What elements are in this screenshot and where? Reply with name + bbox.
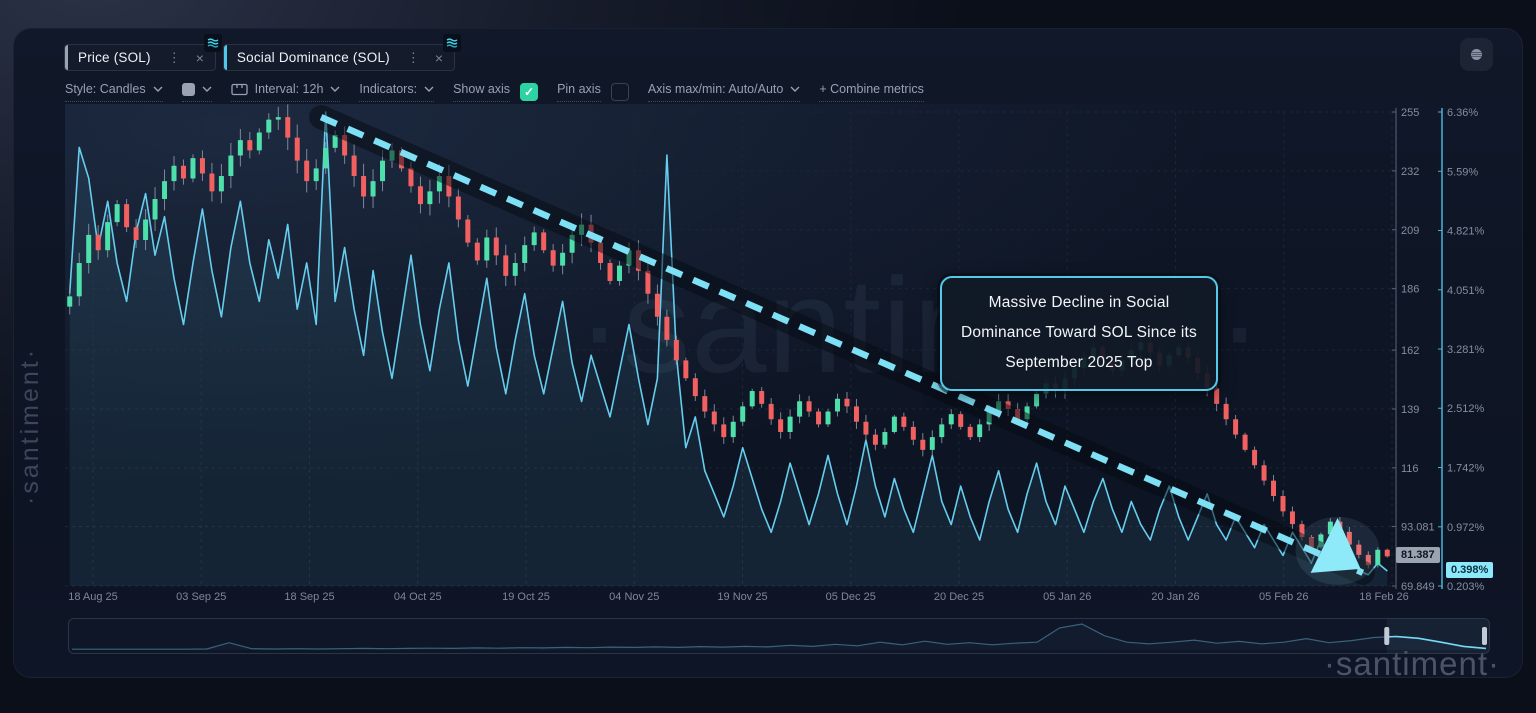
percent-axis-tick: 0.203%	[1447, 581, 1485, 593]
style-selector[interactable]: Style: Candles	[65, 82, 163, 102]
timeline-minimap[interactable]	[68, 618, 1490, 654]
dominance-last-value-badge: 0.398%	[1446, 561, 1494, 578]
date-axis-tick: 18 Aug 25	[68, 591, 118, 603]
minimap-history-line	[72, 623, 1487, 650]
date-axis-tick: 18 Feb 26	[1359, 591, 1409, 603]
close-icon[interactable]: ×	[434, 49, 444, 66]
axis-maxmin-selector[interactable]: Axis max/min: Auto/Auto	[647, 82, 801, 102]
date-axis-tick: 05 Dec 25	[826, 591, 876, 603]
tab-label: Social Dominance (SOL)	[236, 50, 390, 65]
kebab-menu-icon[interactable]: ⋮	[167, 50, 181, 65]
metric-tabs: Price (SOL) ⋮ × Social Dominance (SOL) ⋮…	[64, 34, 462, 71]
dotted-circle-icon	[1471, 49, 1482, 60]
dominance-area-fill	[69, 112, 1388, 586]
price-last-value-badge: 81.387	[1396, 547, 1440, 564]
show-axis-label: Show axis	[453, 82, 511, 102]
close-icon[interactable]: ×	[195, 49, 204, 66]
percent-axis-tick: 3.281%	[1447, 344, 1485, 356]
pin-axis-checkbox[interactable]	[610, 83, 629, 101]
percent-axis-tick: 4.821%	[1447, 225, 1485, 237]
kebab-menu-icon[interactable]: ⋮	[406, 50, 420, 65]
date-axis-tick: 04 Oct 25	[394, 591, 442, 603]
minimap-right-handle[interactable]	[1482, 627, 1487, 645]
price-axis-tick: 93.081	[1401, 522, 1435, 534]
chevron-down-icon	[202, 86, 212, 92]
chevron-down-icon	[424, 86, 434, 92]
chevron-down-icon	[153, 86, 163, 92]
price-axis-tick: 186	[1401, 284, 1419, 296]
date-axis-tick: 04 Nov 25	[609, 591, 659, 603]
date-axis-tick: 18 Sep 25	[284, 591, 334, 603]
minimap-left-handle[interactable]	[1384, 627, 1390, 645]
combine-metrics-label: + Combine metrics	[819, 82, 924, 96]
tab-label: Price (SOL)	[78, 50, 151, 65]
style-label: Style: Candles	[65, 82, 146, 96]
trendline-annotation[interactable]	[319, 114, 1365, 576]
date-axis-tick: 19 Oct 25	[502, 591, 550, 603]
date-axis-tick: 05 Feb 26	[1259, 591, 1309, 603]
indicators-selector[interactable]: Indicators:	[359, 82, 435, 102]
date-axis-tick: 20 Jan 26	[1151, 591, 1199, 603]
interval-ruler-icon	[230, 83, 248, 95]
chevron-down-icon	[330, 86, 340, 92]
axis-labels: 255 232 209 186 162 139 116 93.081 69.849 6.36% 5.…	[68, 107, 1484, 603]
color-selector[interactable]	[181, 82, 212, 102]
percent-axis-tick: 0.972%	[1447, 522, 1485, 534]
annotation-callout[interactable]: Massive Decline in Social Dominance Towa…	[940, 276, 1218, 391]
triangle-marker[interactable]	[1310, 517, 1361, 573]
interval-label: Interval: 12h	[254, 82, 324, 96]
interval-selector[interactable]: Interval: 12h	[230, 82, 341, 102]
percent-axis-tick: 2.512%	[1447, 403, 1485, 415]
date-axis-tick: 19 Nov 25	[717, 591, 767, 603]
price-axis-tick: 139	[1401, 404, 1419, 416]
date-axis-tick: 05 Jan 26	[1043, 591, 1091, 603]
grid-lines	[65, 111, 1393, 587]
tab-price-sol[interactable]: Price (SOL) ⋮ ×	[64, 34, 222, 71]
percent-axis-tick: 6.36%	[1447, 107, 1478, 119]
santiment-watermark-bottom: ·santiment·	[1323, 645, 1500, 682]
combine-metrics-button[interactable]: + Combine metrics	[819, 82, 924, 102]
color-swatch	[181, 82, 195, 96]
price-axis-tick: 209	[1401, 225, 1419, 237]
check-icon: ✓	[524, 85, 535, 99]
price-axis-tick: 162	[1401, 345, 1419, 357]
percent-axis-tick: 1.742%	[1447, 463, 1485, 475]
show-axis-checkbox[interactable]: ✓	[520, 83, 539, 101]
pin-axis-label: Pin axis	[557, 82, 601, 102]
chevron-down-icon	[790, 86, 800, 92]
panel-action-button[interactable]	[1460, 38, 1493, 71]
percent-axis-tick: 5.59%	[1447, 166, 1478, 178]
santiment-logo-icon	[203, 34, 222, 52]
tab-accent-bar	[65, 45, 68, 70]
santiment-logo-icon	[443, 34, 462, 52]
price-axis-tick: 69.849	[1401, 581, 1435, 593]
indicators-label: Indicators:	[359, 82, 418, 96]
price-axis-tick: 232	[1401, 166, 1419, 178]
percent-axis-tick: 4.051%	[1447, 285, 1485, 297]
price-axis-tick: 255	[1401, 107, 1419, 119]
date-axis-tick: 20 Dec 25	[934, 591, 984, 603]
chart-toolbar: Style: Candles Interval: 12h Indicators:…	[65, 82, 924, 102]
price-axis-tick: 116	[1401, 463, 1419, 475]
axis-maxmin-label: Axis max/min: Auto/Auto	[647, 82, 784, 96]
date-axis-tick: 03 Sep 25	[176, 591, 226, 603]
tab-social-dominance-sol[interactable]: Social Dominance (SOL) ⋮ ×	[222, 34, 462, 71]
tab-accent-bar	[223, 45, 227, 70]
